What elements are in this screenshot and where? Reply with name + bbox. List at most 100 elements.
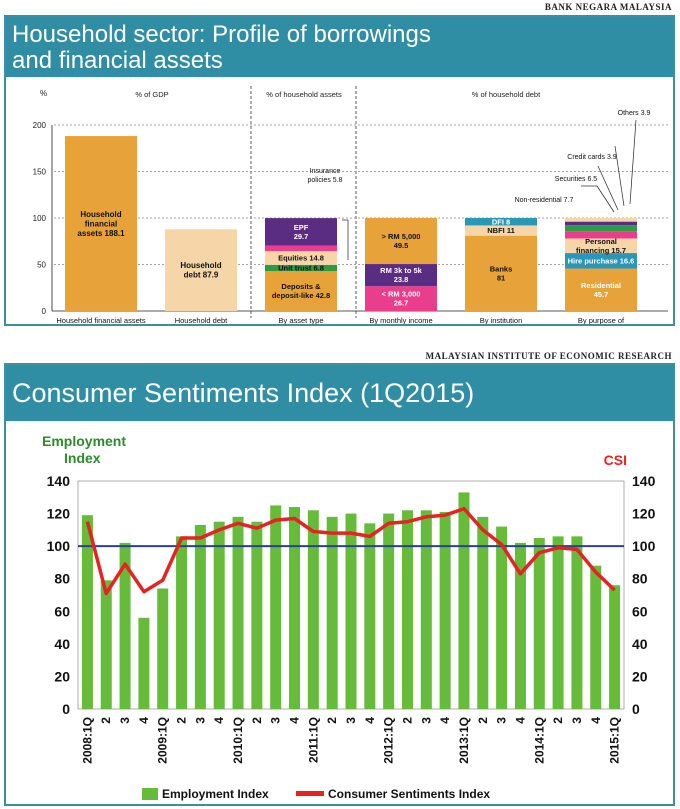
employment-bar: [176, 536, 188, 709]
employment-bar: [514, 542, 526, 709]
y-tick-label: 100: [33, 214, 47, 223]
category-label: Household debt: [175, 316, 228, 324]
csi-axis-label: CSI: [604, 452, 627, 468]
bar-data-label: Residential: [581, 281, 621, 290]
employment-bar: [119, 542, 131, 709]
employment-bar: [100, 580, 112, 709]
x-tick-label: 3: [118, 717, 132, 724]
callout-lines: [342, 119, 637, 260]
employment-bar: [533, 538, 545, 709]
csi-title: Consumer Sentiments Index (1Q2015): [12, 378, 475, 408]
employment-bar: [420, 510, 432, 709]
x-tick-label: 2013:1Q: [457, 717, 471, 764]
employment-bar: [439, 511, 451, 709]
y-tick-label: 50: [37, 261, 46, 270]
bar-segment: [265, 264, 337, 272]
x-tick-label: 2: [99, 717, 113, 724]
employment-bar: [81, 515, 93, 709]
y-tick-right: 120: [632, 506, 656, 522]
category-label: By institution: [480, 316, 523, 324]
employment-axis-label-line2: Index: [64, 450, 101, 466]
bar-data-label: Personal: [585, 237, 617, 246]
employment-bar: [232, 516, 244, 709]
category-label: By purpose of: [578, 316, 625, 324]
bar-segment: [465, 225, 537, 236]
x-tick-label: 2: [400, 717, 414, 724]
legend-line-swatch: [296, 791, 324, 796]
y-tick-left: 60: [54, 603, 70, 619]
bar-data-label: 45.7: [594, 290, 609, 299]
bar-data-label: 23.8: [394, 275, 409, 284]
x-tick-label: 3: [344, 717, 358, 724]
bar-data-label: Hire purchase 16.6: [568, 256, 635, 265]
bar-data-label: DFI 8: [492, 217, 510, 226]
x-tick-label: 4: [438, 717, 452, 724]
employment-bar: [552, 536, 564, 709]
csi-title-banner: Consumer Sentiments Index (1Q2015): [6, 365, 673, 421]
employment-bar: [307, 510, 319, 709]
y-tick-right: 100: [632, 538, 656, 554]
y-tick-left: 80: [54, 571, 70, 587]
y-tick-right: 140: [632, 473, 656, 489]
x-tick-label: 4: [589, 717, 603, 724]
bar-data-label: debt 87.9: [184, 271, 219, 280]
bar-segment: [165, 229, 237, 311]
y-tick-label: 200: [33, 121, 47, 130]
employment-bar: [496, 526, 508, 709]
x-tick-label: 2: [175, 717, 189, 724]
household-panel: Household sector: Profile of borrowings …: [4, 15, 675, 326]
x-tick-label: 4: [212, 717, 226, 724]
x-tick-label: 3: [495, 717, 509, 724]
y-tick-right: 0: [632, 701, 640, 717]
bar-segment: [365, 286, 437, 311]
bar-segment: [565, 218, 637, 222]
legend-bar-swatch: [142, 788, 158, 800]
callout-insurance-line1: Insurance: [310, 168, 341, 175]
x-tick-label: 2015:1Q: [608, 717, 622, 764]
employment-bar: [401, 510, 413, 709]
bar-segment: [265, 251, 337, 265]
employment-bar: [289, 507, 301, 709]
x-tick-label: 2: [250, 717, 264, 724]
employment-bar: [138, 617, 150, 709]
callout-others: Others 3.9: [618, 110, 651, 117]
bar-segment: [265, 245, 337, 252]
x-tick-label: 2: [325, 717, 339, 724]
category-label: By asset type: [278, 316, 323, 324]
x-tick-label: 4: [513, 717, 527, 724]
bar-data-label: 49.5: [394, 241, 409, 250]
bar-segment: [365, 264, 437, 287]
source-bnm: BANK NEGARA MALAYSIA: [544, 2, 672, 12]
employment-bar: [458, 492, 470, 709]
y-tick-right: 80: [632, 571, 648, 587]
bar-data-label: < RM 3,000: [382, 290, 421, 299]
callout-securities: Securities 6.5: [555, 176, 598, 183]
section-label-assets: % of household assets: [266, 90, 342, 99]
bar-segment: [465, 218, 537, 226]
y-tick-left: 140: [47, 473, 71, 489]
bar-data-label: 81: [497, 273, 505, 282]
bar-data-label: > RM 5,000: [382, 232, 421, 241]
csi-line: [85, 506, 616, 596]
employment-bar: [383, 513, 395, 709]
legend-csi: Consumer Sentiments Index: [328, 787, 490, 801]
y-tick-left: 0: [62, 701, 70, 717]
employment-bar: [326, 516, 338, 709]
bar-data-label: financial: [85, 219, 117, 228]
y-tick-right: 40: [632, 636, 648, 652]
section-label-debt: % of household debt: [472, 90, 541, 99]
bar-data-label: Unit trust 6.8: [278, 264, 324, 273]
bar-segment: [565, 225, 637, 232]
x-tick-label: 2014:1Q: [532, 717, 546, 764]
employment-bar: [609, 585, 621, 709]
employment-bar: [194, 524, 206, 709]
legend-employment: Employment Index: [162, 787, 269, 801]
employment-bar: [364, 523, 376, 709]
bar-segment: [565, 231, 637, 239]
callout-credit-cards: Credit cards 3.9: [567, 154, 617, 161]
y-tick-right: 60: [632, 603, 648, 619]
x-tick-label: 2: [476, 717, 490, 724]
x-tick-label: 2010:1Q: [231, 717, 245, 764]
bar-data-label: Household: [180, 261, 221, 270]
x-tick-label: 2008:1Q: [80, 717, 94, 764]
